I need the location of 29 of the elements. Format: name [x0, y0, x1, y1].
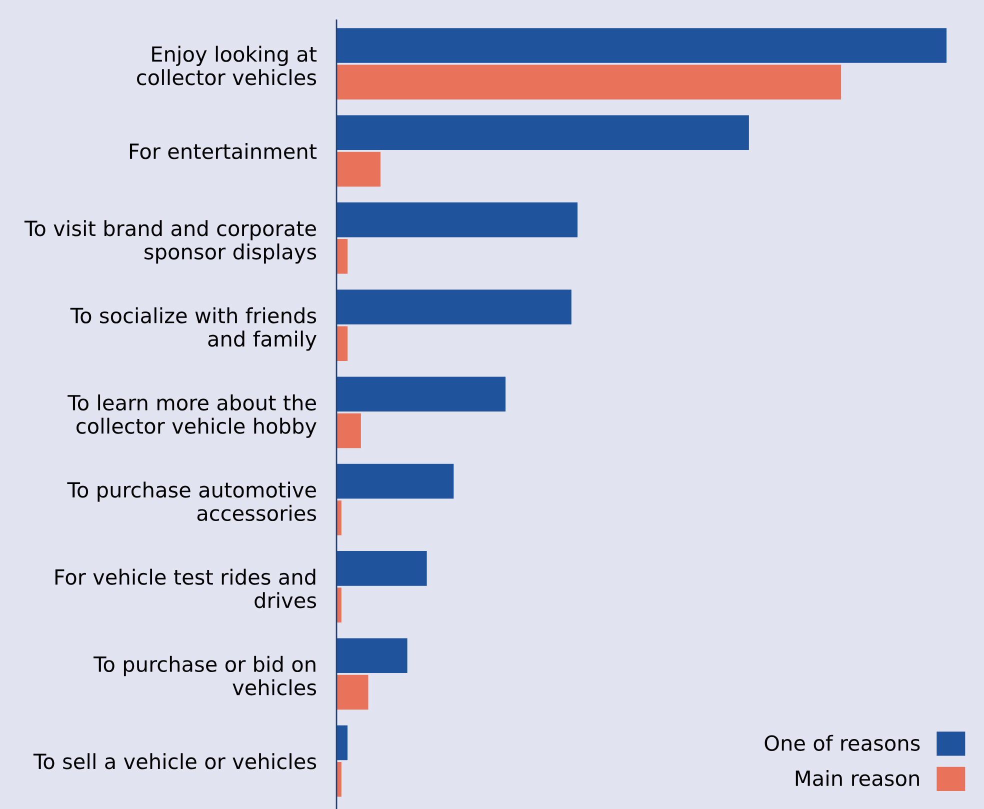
y-tick-label: To visit brand and corporate sponsor displays [24, 220, 316, 264]
bar [336, 762, 342, 797]
bar [336, 638, 408, 673]
bar [336, 464, 454, 499]
legend-label: One of reasons [764, 734, 920, 751]
legend-label: Main reason [796, 770, 919, 786]
bar [336, 290, 572, 324]
bar [336, 239, 348, 274]
bar [336, 202, 578, 238]
bar [336, 152, 380, 187]
y-tick-label: To purchase automotive accessories [67, 482, 316, 522]
bar [336, 64, 842, 100]
y-tick-label: To learn more about the collector vehicle hobby [68, 394, 316, 438]
bar [336, 588, 342, 622]
y-tick-label: To purchase or bid on vehicles [93, 656, 316, 696]
bar [336, 674, 368, 710]
bar [336, 115, 749, 150]
bar [336, 326, 348, 361]
bar [336, 28, 947, 63]
y-tick-label: For entertainment [130, 143, 317, 160]
bar [336, 551, 427, 586]
bar [336, 413, 361, 448]
y-tick-label: To sell a vehicle or vehicles [33, 753, 316, 770]
y-tick-label: For vehicle test rides and drives [55, 568, 316, 608]
y-tick-label: Enjoy looking at collector vehicles [137, 46, 317, 86]
bar [336, 725, 348, 760]
y-tick-label: To socialize with friends and family [70, 307, 316, 351]
bar [336, 376, 506, 412]
bar [336, 500, 342, 536]
